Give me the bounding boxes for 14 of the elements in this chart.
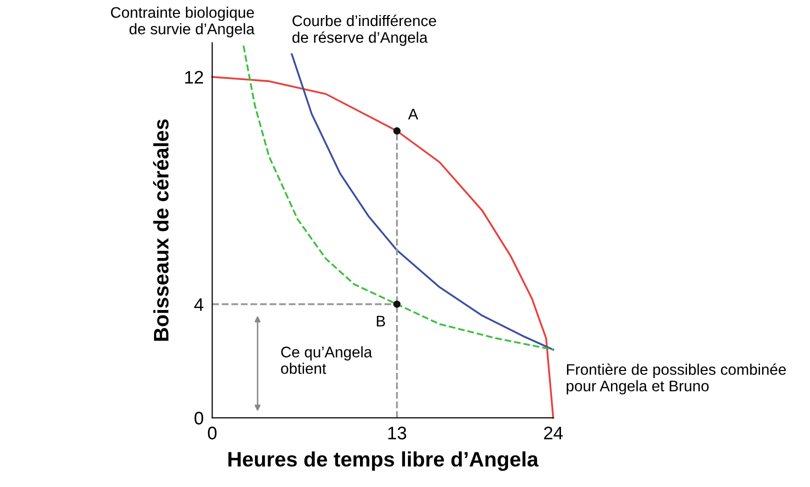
y-tick-label: 4	[194, 298, 204, 311]
series-label: Courbe d’indifférence de réserve d’Angela	[292, 14, 436, 46]
x-tick-label: 24	[544, 426, 563, 440]
x-axis-title: Heures de temps libre d’Angela	[228, 451, 539, 471]
y-tick-label: 0	[194, 412, 204, 425]
series-label: Contrainte biologique de survie d’Angela	[110, 6, 255, 38]
x-tick-label: 0	[208, 426, 217, 440]
annotation: A	[408, 108, 418, 120]
y-axis-title: Boisseaux de céréales	[153, 119, 169, 341]
annotation: B	[376, 316, 386, 326]
x-tick-label: 13	[388, 426, 406, 440]
y-tick-label: 12	[185, 70, 203, 84]
annotation: Ce qu’Angela obtient	[281, 346, 372, 374]
series-label: Frontière de possibles combinée pour Angela et Bruno	[566, 364, 786, 394]
